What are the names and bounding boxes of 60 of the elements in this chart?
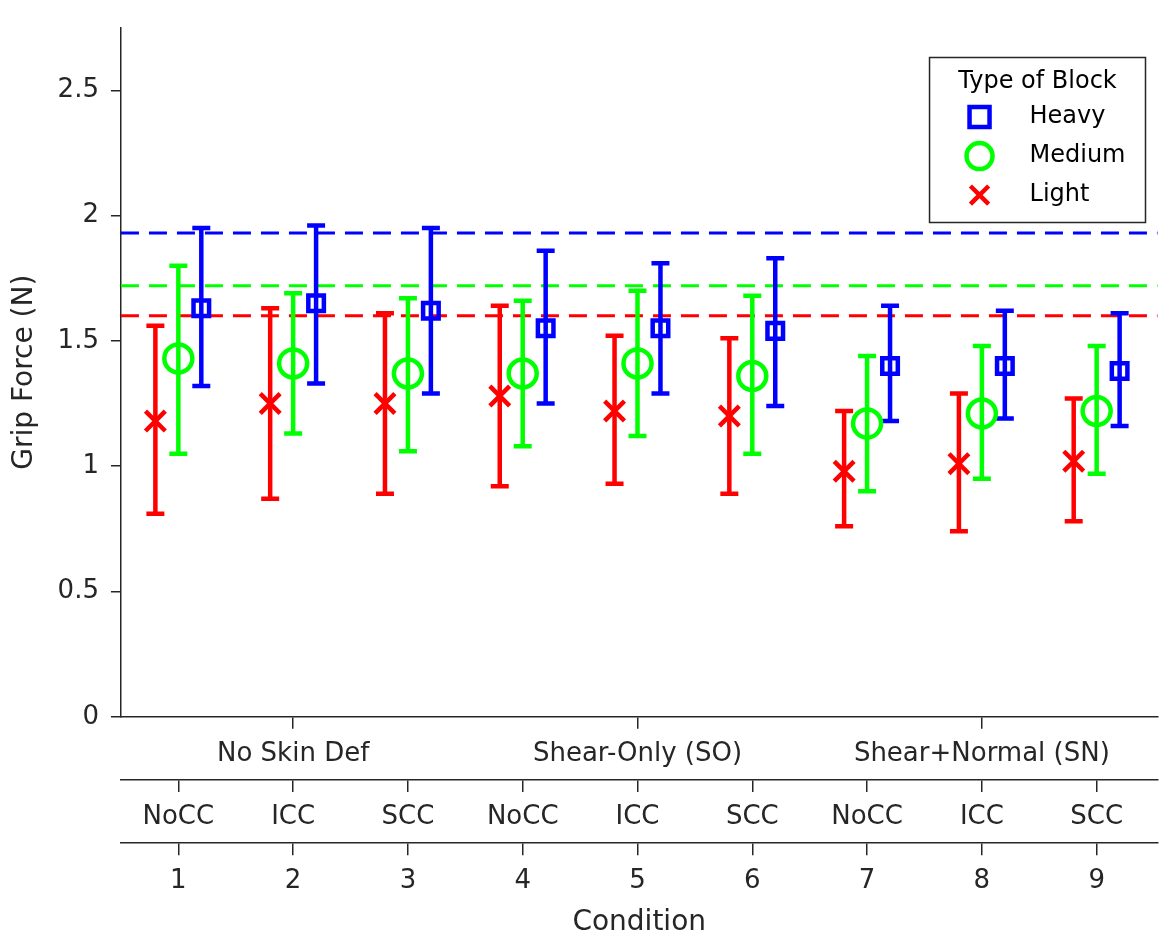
annotation: NoCC [142,800,215,831]
point [1061,449,1086,474]
x-tick-label: 5 [629,863,646,894]
annotation: No Skin Def [216,737,371,768]
point [946,451,972,476]
point [850,407,884,440]
point [487,383,512,409]
point [306,293,327,314]
annotation: Shear-Only (SO) [532,737,743,768]
annotation: ICC [959,800,1004,831]
annotation: NoCC [486,800,559,831]
annotation: ICC [271,800,316,831]
y-tick-label: 0.5 [57,574,99,605]
point [143,408,168,434]
x-tick-label: 4 [514,863,531,894]
point [736,359,769,393]
point [717,403,742,429]
legend-title: Type of Block [957,65,1117,94]
y-tick-label: 1 [82,448,99,479]
point [420,300,441,321]
point [994,355,1015,376]
point [191,298,212,319]
point [602,398,627,424]
point [621,347,654,380]
annotation: SCC [1070,800,1124,831]
x-tick-label: 6 [744,863,761,894]
x-tick-label: 3 [399,863,417,894]
legend-label: Light [1029,179,1090,208]
annotation: SCC [381,800,435,831]
point [162,342,195,375]
point [276,347,310,380]
point [372,391,398,416]
x-tick-label: 7 [858,863,876,894]
x-tick-label: 1 [170,863,187,894]
point [1080,394,1113,428]
x-tick-label: 9 [1088,863,1105,894]
point [506,357,539,390]
x-tick-label: 2 [284,863,302,894]
y-tick-label: 0 [82,699,99,730]
point [258,391,283,416]
point [965,397,999,430]
point [831,459,857,484]
annotation: NoCC [831,800,903,831]
legend-label: Medium [1029,140,1126,169]
annotation: ICC [615,800,660,831]
x-axis-title: Condition [572,904,707,938]
point [880,355,901,376]
x-tick-label: 8 [973,863,991,894]
y-tick-label: 2 [82,198,99,229]
point [535,318,556,339]
y-tick-label: 2.5 [57,73,99,103]
legend-label: Heavy [1029,101,1106,130]
annotation: Shear+Normal (SN) [853,737,1110,768]
point [391,357,425,390]
y-axis-title: Grip Force (N) [6,274,40,470]
point [765,320,786,341]
point [1109,360,1130,381]
y-tick-label: 1.5 [57,323,99,354]
point [650,318,671,339]
annotation: SCC [725,800,779,831]
